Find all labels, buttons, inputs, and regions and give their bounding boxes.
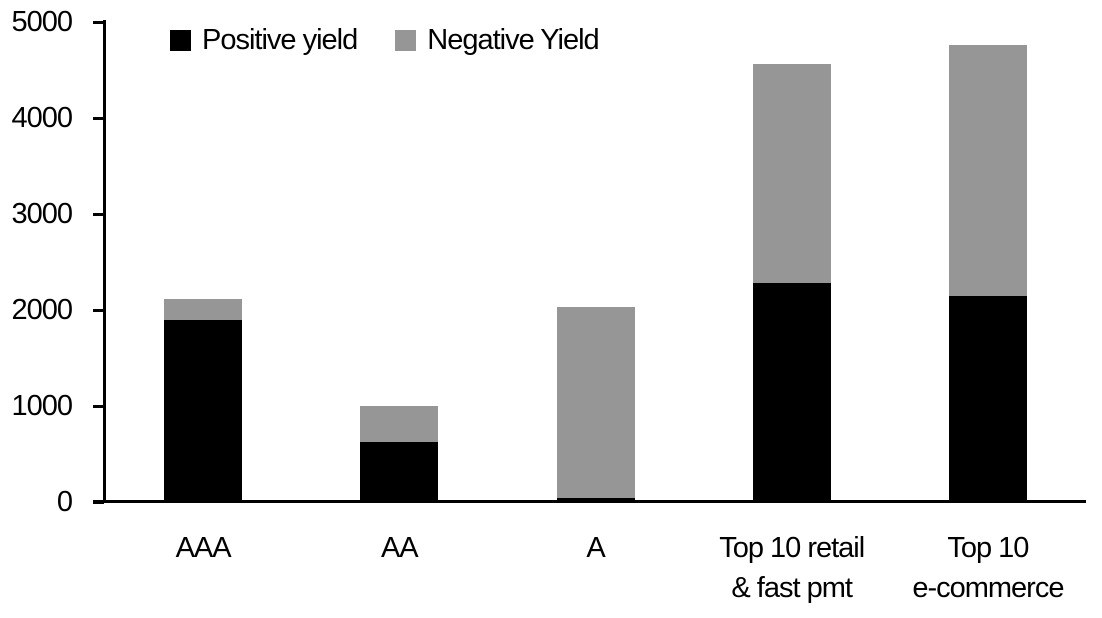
bar-segment-negative <box>164 299 243 320</box>
legend-label-negative-yield: Negative Yield <box>427 24 599 56</box>
y-axis-tick <box>93 213 104 216</box>
x-category-label: A <box>486 528 706 568</box>
x-category-label-line: Top 10 retail <box>719 532 865 564</box>
x-category-label: AAA <box>93 528 313 568</box>
legend-item-negative-yield: Negative Yield <box>395 24 600 57</box>
legend-item-positive-yield: Positive yield <box>170 24 358 57</box>
x-category-label: Top 10 retail & fast pmt <box>682 528 902 608</box>
x-category-label-line: & fast pmt <box>731 572 853 604</box>
bar-segment-positive <box>752 283 831 502</box>
bar-segment-negative <box>556 307 635 499</box>
x-category-label: AA <box>289 528 509 568</box>
bar-segment-positive <box>164 319 243 502</box>
bar-segment-positive <box>360 442 439 502</box>
bar-segment-negative <box>752 64 831 284</box>
y-axis-tick <box>93 309 104 312</box>
y-tick-label: 1000 <box>11 390 73 422</box>
y-tick-label: 4000 <box>11 102 73 134</box>
bar-segment-negative <box>360 406 439 443</box>
bar-segment-positive <box>948 295 1027 502</box>
chart-legend: Positive yield Negative Yield <box>170 24 600 57</box>
y-axis-tick <box>93 405 104 408</box>
legend-swatch-positive-yield <box>170 30 191 51</box>
y-tick-label: 5000 <box>11 6 73 38</box>
x-category-label-line: AA <box>380 532 419 564</box>
x-category-label: Top 10 e-commerce <box>878 528 1098 608</box>
y-axis-tick <box>93 117 104 120</box>
bar-segment-negative <box>948 45 1027 296</box>
legend-swatch-negative-yield <box>395 30 417 51</box>
y-axis-tick <box>93 501 104 504</box>
y-tick-label: 0 <box>56 486 73 518</box>
x-category-label-line: AAA <box>175 532 232 564</box>
legend-label-positive-yield: Positive yield <box>202 24 358 56</box>
y-tick-label: 3000 <box>11 198 73 230</box>
bar-segment-positive <box>556 498 635 502</box>
x-category-label-line: e-commerce <box>912 572 1064 604</box>
y-tick-label: 2000 <box>11 294 73 326</box>
x-category-label-line: A <box>586 532 605 564</box>
y-axis-line <box>103 20 106 503</box>
x-category-label-line: Top 10 <box>947 532 1029 564</box>
y-axis-tick <box>93 21 104 24</box>
